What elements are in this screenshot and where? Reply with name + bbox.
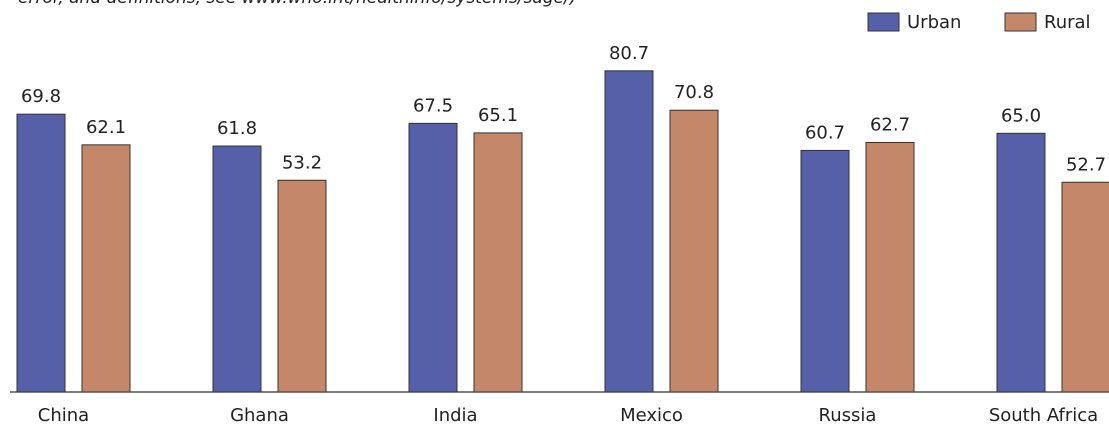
bar [16, 113, 66, 393]
value-label: 60.7 [805, 122, 845, 143]
value-label: 65.1 [478, 105, 518, 126]
x-tick-label: South Africa [989, 405, 1098, 426]
bar [800, 149, 850, 393]
value-label: 70.8 [674, 82, 714, 103]
value-label: 65.0 [1001, 105, 1041, 126]
bar [865, 141, 915, 393]
legend-swatch [1004, 12, 1037, 32]
bar [669, 109, 719, 393]
x-tick-label: India [433, 405, 477, 426]
bar [277, 179, 327, 393]
value-label: 62.7 [870, 114, 910, 135]
bar [212, 145, 262, 393]
x-tick-label: Ghana [230, 405, 289, 426]
value-label: 67.5 [413, 95, 453, 116]
value-label: 69.8 [21, 86, 61, 107]
bar [996, 132, 1046, 393]
legend-label: Urban [907, 12, 961, 33]
legend-swatch [867, 12, 900, 32]
x-tick-label: China [38, 405, 89, 426]
value-label: 80.7 [609, 43, 649, 64]
value-label: 52.7 [1066, 154, 1106, 175]
value-label: 61.8 [217, 118, 257, 139]
note: error, and definitions, see www.who.int/… [18, 0, 576, 8]
value-label: 62.1 [86, 117, 126, 138]
bar [1061, 181, 1109, 393]
value-label: 53.2 [282, 152, 322, 173]
x-tick-label: Russia [819, 405, 877, 426]
bar [408, 122, 458, 393]
bar [473, 132, 523, 393]
bar [81, 144, 131, 393]
bar [604, 70, 654, 393]
x-tick-label: Mexico [620, 405, 683, 426]
legend-label: Rural [1044, 12, 1091, 33]
